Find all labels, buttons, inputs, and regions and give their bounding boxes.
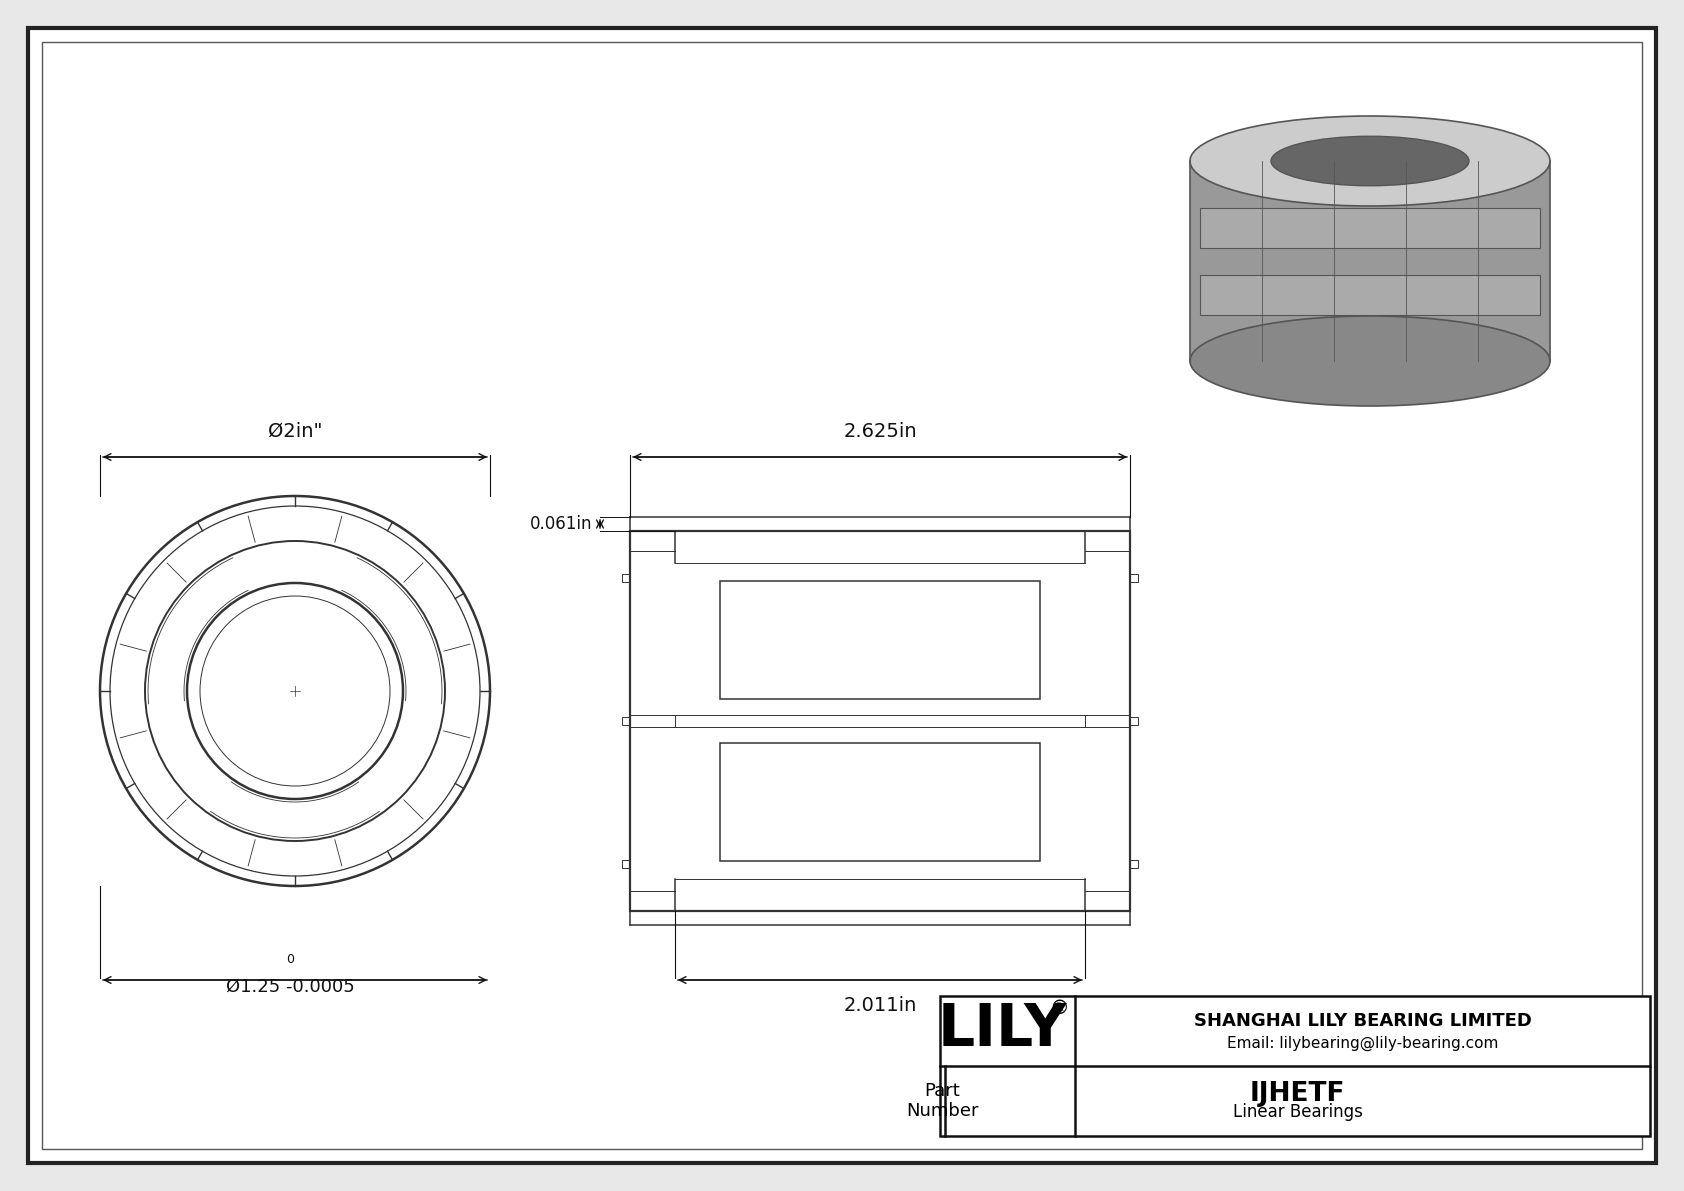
Text: Part
Number: Part Number	[906, 1081, 978, 1121]
Bar	[630, 531, 1130, 911]
Text: Ø2in": Ø2in"	[268, 422, 322, 441]
Ellipse shape	[1271, 136, 1468, 186]
Bar	[1130, 717, 1138, 725]
Text: ®: ®	[1049, 999, 1069, 1018]
Text: 2.625in: 2.625in	[844, 422, 916, 441]
Ellipse shape	[1191, 316, 1549, 406]
Bar	[721, 581, 1041, 699]
Ellipse shape	[1191, 116, 1549, 206]
Text: 0.061in: 0.061in	[529, 515, 593, 534]
Bar	[675, 715, 1084, 727]
Bar	[621, 860, 630, 868]
Text: Linear Bearings: Linear Bearings	[1233, 1103, 1362, 1121]
Bar	[1201, 275, 1539, 314]
Text: Ø1.25 -0.0005: Ø1.25 -0.0005	[226, 978, 354, 996]
Bar	[721, 743, 1041, 861]
Bar	[940, 996, 1650, 1136]
Bar	[621, 717, 630, 725]
Bar	[1130, 860, 1138, 868]
Text: IJHETF: IJHETF	[1250, 1081, 1346, 1106]
Bar	[1130, 574, 1138, 582]
Bar	[1191, 161, 1549, 361]
Text: 2.011in: 2.011in	[844, 996, 916, 1015]
Bar	[621, 574, 630, 582]
Bar	[1201, 208, 1539, 248]
Text: Email: lilybearing@lily-bearing.com: Email: lilybearing@lily-bearing.com	[1228, 1035, 1499, 1050]
Text: LILY: LILY	[938, 1000, 1068, 1058]
Text: 0: 0	[286, 953, 295, 966]
Text: SHANGHAI LILY BEARING LIMITED: SHANGHAI LILY BEARING LIMITED	[1194, 1012, 1531, 1030]
